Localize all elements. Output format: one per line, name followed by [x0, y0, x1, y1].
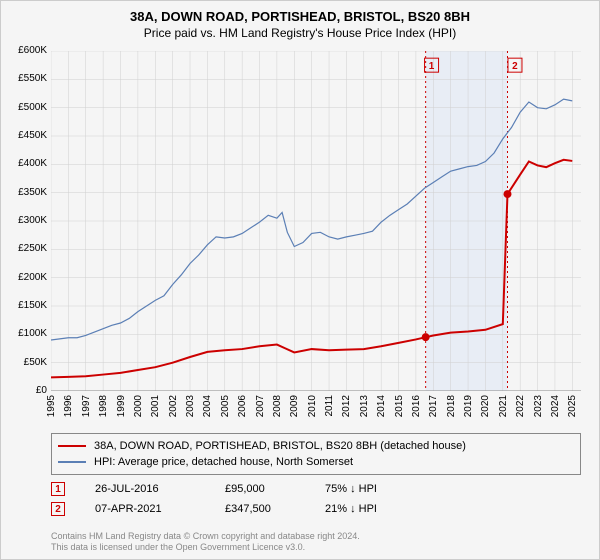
- ytick-label: £150K: [18, 300, 47, 311]
- footer-attribution: Contains HM Land Registry data © Crown c…: [51, 531, 360, 553]
- xtick-label: 1997: [81, 395, 92, 417]
- xtick-label: 2018: [446, 395, 457, 417]
- chart-area: 12 £0£50K£100K£150K£200K£250K£300K£350K£…: [51, 51, 581, 391]
- legend-row: HPI: Average price, detached house, Nort…: [58, 454, 574, 470]
- sale-price: £95,000: [225, 483, 325, 495]
- xtick-label: 2002: [168, 395, 179, 417]
- sale-marker: 1: [51, 482, 65, 496]
- xtick-label: 2015: [394, 395, 405, 417]
- ytick-label: £500K: [18, 102, 47, 113]
- ytick-label: £550K: [18, 73, 47, 84]
- sale-price: £347,500: [225, 503, 325, 515]
- xtick-label: 2020: [480, 395, 491, 417]
- legend-label: 38A, DOWN ROAD, PORTISHEAD, BRISTOL, BS2…: [94, 440, 466, 452]
- ytick-label: £50K: [24, 357, 47, 368]
- footer-line-2: This data is licensed under the Open Gov…: [51, 542, 360, 553]
- sales-table: 1 26-JUL-2016£95,00075% ↓ HPI 2 07-APR-2021…: [51, 479, 581, 519]
- xtick-label: 2013: [359, 395, 370, 417]
- sale-date: 07-APR-2021: [95, 503, 225, 515]
- xtick-label: 1999: [116, 395, 127, 417]
- ytick-label: £450K: [18, 130, 47, 141]
- legend-swatch: [58, 461, 86, 462]
- xtick-label: 2009: [289, 395, 300, 417]
- xtick-label: 2004: [202, 395, 213, 417]
- xtick-label: 1995: [46, 395, 57, 417]
- sale-row: 2 07-APR-2021£347,50021% ↓ HPI: [51, 499, 581, 519]
- legend-label: HPI: Average price, detached house, Nort…: [94, 456, 353, 468]
- title-block: 38A, DOWN ROAD, PORTISHEAD, BRISTOL, BS2…: [1, 1, 599, 40]
- xtick-label: 2024: [550, 395, 561, 417]
- title-line-1: 38A, DOWN ROAD, PORTISHEAD, BRISTOL, BS2…: [1, 9, 599, 24]
- xtick-label: 1998: [98, 395, 109, 417]
- xtick-label: 2000: [133, 395, 144, 417]
- ytick-label: £300K: [18, 215, 47, 226]
- sale-row: 1 26-JUL-2016£95,00075% ↓ HPI: [51, 479, 581, 499]
- legend-swatch: [58, 445, 86, 447]
- chart-svg: 12: [51, 51, 581, 391]
- xtick-label: 2019: [463, 395, 474, 417]
- sale-marker: 2: [51, 502, 65, 516]
- title-line-2: Price paid vs. HM Land Registry's House …: [1, 26, 599, 40]
- xtick-label: 1996: [63, 395, 74, 417]
- xtick-label: 2012: [341, 395, 352, 417]
- xtick-label: 2006: [237, 395, 248, 417]
- xtick-label: 2014: [376, 395, 387, 417]
- ytick-label: £600K: [18, 45, 47, 56]
- sale-pct-vs-hpi: 21% ↓ HPI: [325, 503, 425, 515]
- xtick-label: 2010: [307, 395, 318, 417]
- xtick-label: 2003: [185, 395, 196, 417]
- xtick-label: 2021: [498, 395, 509, 417]
- sale-pct-vs-hpi: 75% ↓ HPI: [325, 483, 425, 495]
- ytick-label: £350K: [18, 187, 47, 198]
- xtick-label: 2008: [272, 395, 283, 417]
- footer-line-1: Contains HM Land Registry data © Crown c…: [51, 531, 360, 542]
- chart-container: 38A, DOWN ROAD, PORTISHEAD, BRISTOL, BS2…: [0, 0, 600, 560]
- xtick-label: 2011: [324, 395, 335, 417]
- xtick-label: 2023: [533, 395, 544, 417]
- xtick-label: 2022: [515, 395, 526, 417]
- xtick-label: 2001: [150, 395, 161, 417]
- svg-text:2: 2: [512, 61, 518, 72]
- legend-row: 38A, DOWN ROAD, PORTISHEAD, BRISTOL, BS2…: [58, 438, 574, 454]
- svg-text:1: 1: [429, 61, 435, 72]
- ytick-label: £400K: [18, 158, 47, 169]
- sale-date: 26-JUL-2016: [95, 483, 225, 495]
- xtick-label: 2016: [411, 395, 422, 417]
- xtick-label: 2025: [567, 395, 578, 417]
- ytick-label: £200K: [18, 272, 47, 283]
- ytick-label: £250K: [18, 243, 47, 254]
- xtick-label: 2007: [255, 395, 266, 417]
- xtick-label: 2005: [220, 395, 231, 417]
- ytick-label: £100K: [18, 328, 47, 339]
- xtick-label: 2017: [428, 395, 439, 417]
- legend-box: 38A, DOWN ROAD, PORTISHEAD, BRISTOL, BS2…: [51, 433, 581, 475]
